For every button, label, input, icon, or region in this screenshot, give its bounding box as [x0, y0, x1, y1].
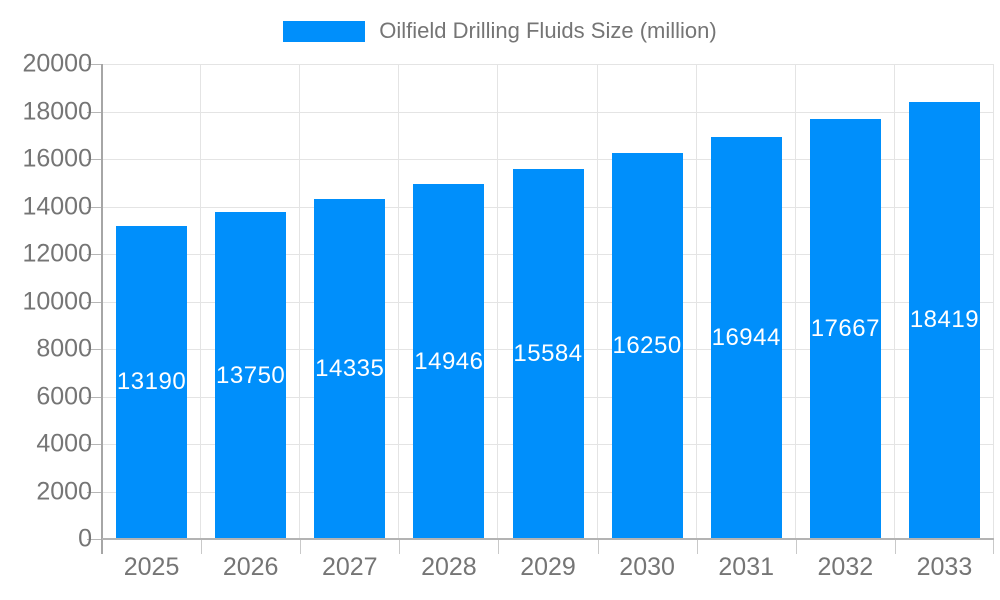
x-axis-tick	[993, 539, 994, 554]
bar-value-label: 15584	[513, 339, 583, 367]
h-gridline	[102, 111, 994, 113]
v-gridline	[993, 64, 994, 539]
y-axis-tick	[87, 206, 101, 208]
y-axis-tick	[87, 111, 101, 113]
bar-value-label: 16250	[612, 332, 682, 360]
h-gridline	[102, 159, 994, 160]
x-axis-tick	[597, 539, 599, 554]
legend-swatch	[283, 20, 366, 42]
y-axis-tick	[87, 254, 101, 255]
y-axis-tick	[87, 64, 101, 65]
y-axis-tick	[87, 491, 101, 493]
y-axis-label: 6000	[36, 382, 92, 410]
y-axis-label: 2000	[36, 477, 92, 505]
plot-area: 0 2000 4000 6000 8000 10000 12000 14000 16000 180…	[22, 50, 994, 581]
x-axis-tick	[399, 539, 401, 554]
y-axis-label: 20000	[22, 49, 92, 78]
x-axis-label: 2029	[520, 553, 576, 581]
v-gridline	[398, 64, 400, 539]
y-axis-label: 16000	[22, 144, 92, 173]
bar: 14335	[314, 198, 386, 539]
y-axis-tick	[87, 396, 101, 398]
y-axis-label: 4000	[36, 429, 92, 458]
y-axis-label: 8000	[36, 334, 92, 363]
bar: 18419	[908, 101, 980, 539]
x-axis-label: 2026	[222, 553, 279, 581]
v-gridline	[497, 64, 499, 539]
v-gridline	[200, 64, 202, 539]
y-axis-label: 18000	[22, 97, 92, 125]
y-axis-line	[101, 64, 103, 554]
legend-item[interactable]: Oilfield Drilling Fluids Size (million)	[0, 18, 1000, 44]
x-axis-label: 2025	[123, 553, 180, 581]
h-gridline	[102, 64, 994, 65]
bar-value-label: 14946	[414, 347, 484, 375]
bar: 13750	[215, 212, 287, 539]
y-axis-label: 0	[78, 524, 92, 553]
bar: 15584	[512, 168, 584, 539]
legend-label: Oilfield Drilling Fluids Size (million)	[379, 18, 717, 43]
x-axis-label: 2031	[718, 553, 775, 581]
v-gridline	[893, 64, 895, 539]
x-axis-line	[102, 538, 994, 540]
x-axis-tick	[498, 539, 500, 554]
bar: 17667	[809, 119, 881, 539]
v-gridline	[794, 64, 796, 539]
v-gridline	[695, 64, 697, 539]
y-axis-label: 14000	[22, 192, 92, 220]
x-axis-tick	[201, 539, 203, 554]
x-axis-tick	[894, 539, 896, 554]
bar-value-label: 13190	[116, 368, 187, 396]
y-axis-label: 12000	[22, 239, 92, 268]
x-axis-label: 2027	[321, 553, 378, 581]
bar-value-label: 18419	[909, 306, 980, 334]
bar: 13190	[116, 225, 188, 539]
bar: 16944	[710, 136, 782, 539]
v-gridline	[596, 64, 598, 539]
x-axis-tick	[300, 539, 302, 554]
y-axis-tick	[87, 349, 101, 350]
y-axis-tick	[87, 539, 101, 540]
bar: 16250	[611, 153, 683, 539]
bar-value-label: 16944	[711, 323, 781, 351]
bar-value-label: 14335	[315, 354, 385, 382]
y-axis-label: 10000	[22, 287, 92, 315]
x-axis-label: 2033	[916, 553, 973, 581]
y-axis-tick	[87, 159, 101, 160]
bar-value-label: 13750	[216, 361, 286, 389]
y-axis-tick	[87, 444, 101, 445]
x-axis-tick	[795, 539, 797, 554]
bar: 14946	[413, 184, 485, 539]
x-axis-tick	[696, 539, 698, 554]
v-gridline	[299, 64, 301, 539]
y-axis-tick	[87, 301, 101, 303]
x-axis-label: 2028	[421, 553, 477, 581]
x-axis-label: 2030	[619, 553, 675, 581]
bar-value-label: 17667	[810, 315, 880, 343]
x-axis-label: 2032	[817, 553, 874, 581]
